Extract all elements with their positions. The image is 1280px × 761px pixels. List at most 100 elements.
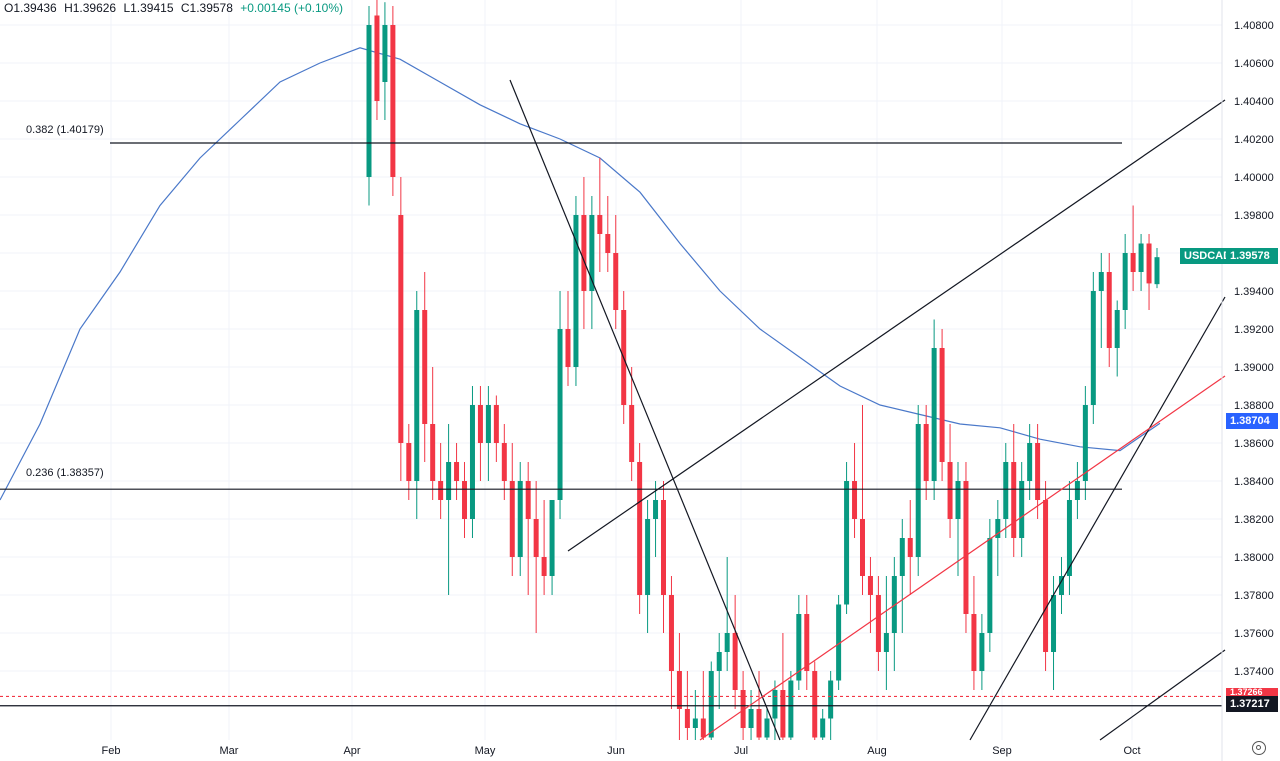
trend-drawings	[0, 0, 1226, 761]
ma-value-tag: 1.38704	[1226, 413, 1278, 429]
y-tick-label: 1.40800	[1234, 20, 1274, 32]
last-price-tag: 1.39578	[1226, 248, 1278, 264]
candle-body	[1003, 462, 1009, 519]
y-tick-label: 1.39400	[1234, 286, 1274, 298]
candle-body	[828, 680, 834, 719]
candle-body	[581, 215, 587, 291]
candle-body	[724, 633, 730, 652]
ohlc-low: L1.39415	[123, 1, 174, 15]
candle-body	[390, 25, 396, 177]
lower-channel-line-2	[1099, 649, 1226, 741]
candle-body	[613, 253, 619, 310]
candle-body	[796, 614, 802, 681]
candle-body	[374, 15, 380, 101]
candle-body	[955, 481, 961, 519]
candle-body	[414, 310, 420, 481]
ohlc-high: H1.39626	[64, 1, 117, 15]
candle-body	[899, 538, 905, 576]
candle-body	[963, 481, 969, 614]
candle-body	[1035, 443, 1041, 500]
candle-body	[700, 718, 706, 738]
settings-gear-icon[interactable]	[1252, 741, 1266, 755]
y-tick-label: 1.38000	[1234, 552, 1274, 564]
candle-body	[525, 481, 531, 519]
candle-body	[1082, 405, 1088, 481]
candle-body	[485, 405, 491, 443]
candle-body	[446, 462, 452, 500]
candle-body	[493, 405, 499, 443]
ohlc-legend: O1.39436 H1.39626 L1.39415 C1.39578 +0.0…	[4, 1, 347, 15]
y-tick-label: 1.37400	[1234, 666, 1274, 678]
candle-body	[462, 481, 468, 519]
y-tick-label: 1.39000	[1234, 362, 1274, 374]
candle-body	[422, 310, 428, 424]
candle-body	[740, 690, 746, 728]
candle-body	[1019, 481, 1025, 538]
x-tick-label: Jun	[607, 745, 625, 757]
candle-body	[477, 405, 483, 443]
x-tick-label: Jul	[734, 745, 748, 757]
candle-body	[772, 690, 778, 719]
candle-body	[1138, 243, 1144, 272]
candle-body	[812, 671, 818, 738]
candle-body	[947, 462, 953, 519]
candle-body	[979, 633, 985, 671]
chart-grid	[0, 0, 1222, 740]
candle-body	[1011, 462, 1017, 538]
upper-channel-line	[567, 99, 1226, 552]
candle-body	[382, 25, 388, 82]
y-tick-label: 1.40400	[1234, 96, 1274, 108]
y-tick-label: 1.37600	[1234, 628, 1274, 640]
candle-body	[509, 481, 515, 557]
candle-body	[597, 215, 603, 234]
candle-body	[923, 424, 929, 481]
candle-body	[995, 519, 1001, 538]
x-tick-label: Aug	[867, 745, 887, 757]
dashed-level-tag: 1.37266	[1226, 688, 1278, 696]
candle-body	[764, 718, 770, 738]
x-tick-label: Oct	[1123, 745, 1140, 757]
candle-body	[716, 652, 722, 671]
candle-body	[748, 709, 754, 728]
x-tick-label: Feb	[102, 745, 121, 757]
x-tick-label: May	[475, 745, 496, 757]
candle-body	[708, 671, 714, 738]
candle-body	[859, 519, 865, 576]
y-tick-label: 1.38600	[1234, 438, 1274, 450]
candle-body	[501, 443, 507, 481]
candle-body	[430, 424, 436, 481]
candle-body	[668, 595, 674, 671]
candle-body	[1090, 291, 1096, 405]
y-tick-label: 1.38400	[1234, 476, 1274, 488]
y-tick-label: 1.40200	[1234, 134, 1274, 146]
candle-body	[573, 215, 579, 367]
fib-236-label: 0.236 (1.38357)	[26, 467, 104, 479]
y-tick-label: 1.39200	[1234, 324, 1274, 336]
candle-body	[533, 519, 539, 557]
candle-body	[1027, 443, 1033, 481]
candle-body	[844, 481, 850, 605]
candle-body	[1146, 243, 1152, 284]
candle-body	[406, 443, 412, 481]
candle-body	[629, 405, 635, 462]
moving-average-line	[0, 47, 1161, 501]
y-tick-label: 1.38200	[1234, 514, 1274, 526]
candle-body	[366, 25, 372, 177]
candle-body	[1043, 500, 1049, 652]
candle-body	[788, 680, 794, 738]
candle-body	[1130, 253, 1136, 272]
ohlc-change: +0.00145 (+0.10%)	[240, 1, 343, 15]
candle-body	[653, 500, 659, 519]
candle-body	[931, 348, 937, 481]
candlestick-series	[366, 0, 1160, 740]
red-trend-line	[699, 375, 1226, 741]
candle-body	[1058, 576, 1064, 595]
candle-body	[852, 481, 858, 519]
candle-body	[589, 215, 595, 291]
ohlc-close: C1.39578	[180, 1, 233, 15]
y-tick-label: 1.40000	[1234, 172, 1274, 184]
candle-body	[820, 718, 826, 738]
candle-body	[987, 538, 993, 633]
candle-body	[883, 633, 889, 652]
